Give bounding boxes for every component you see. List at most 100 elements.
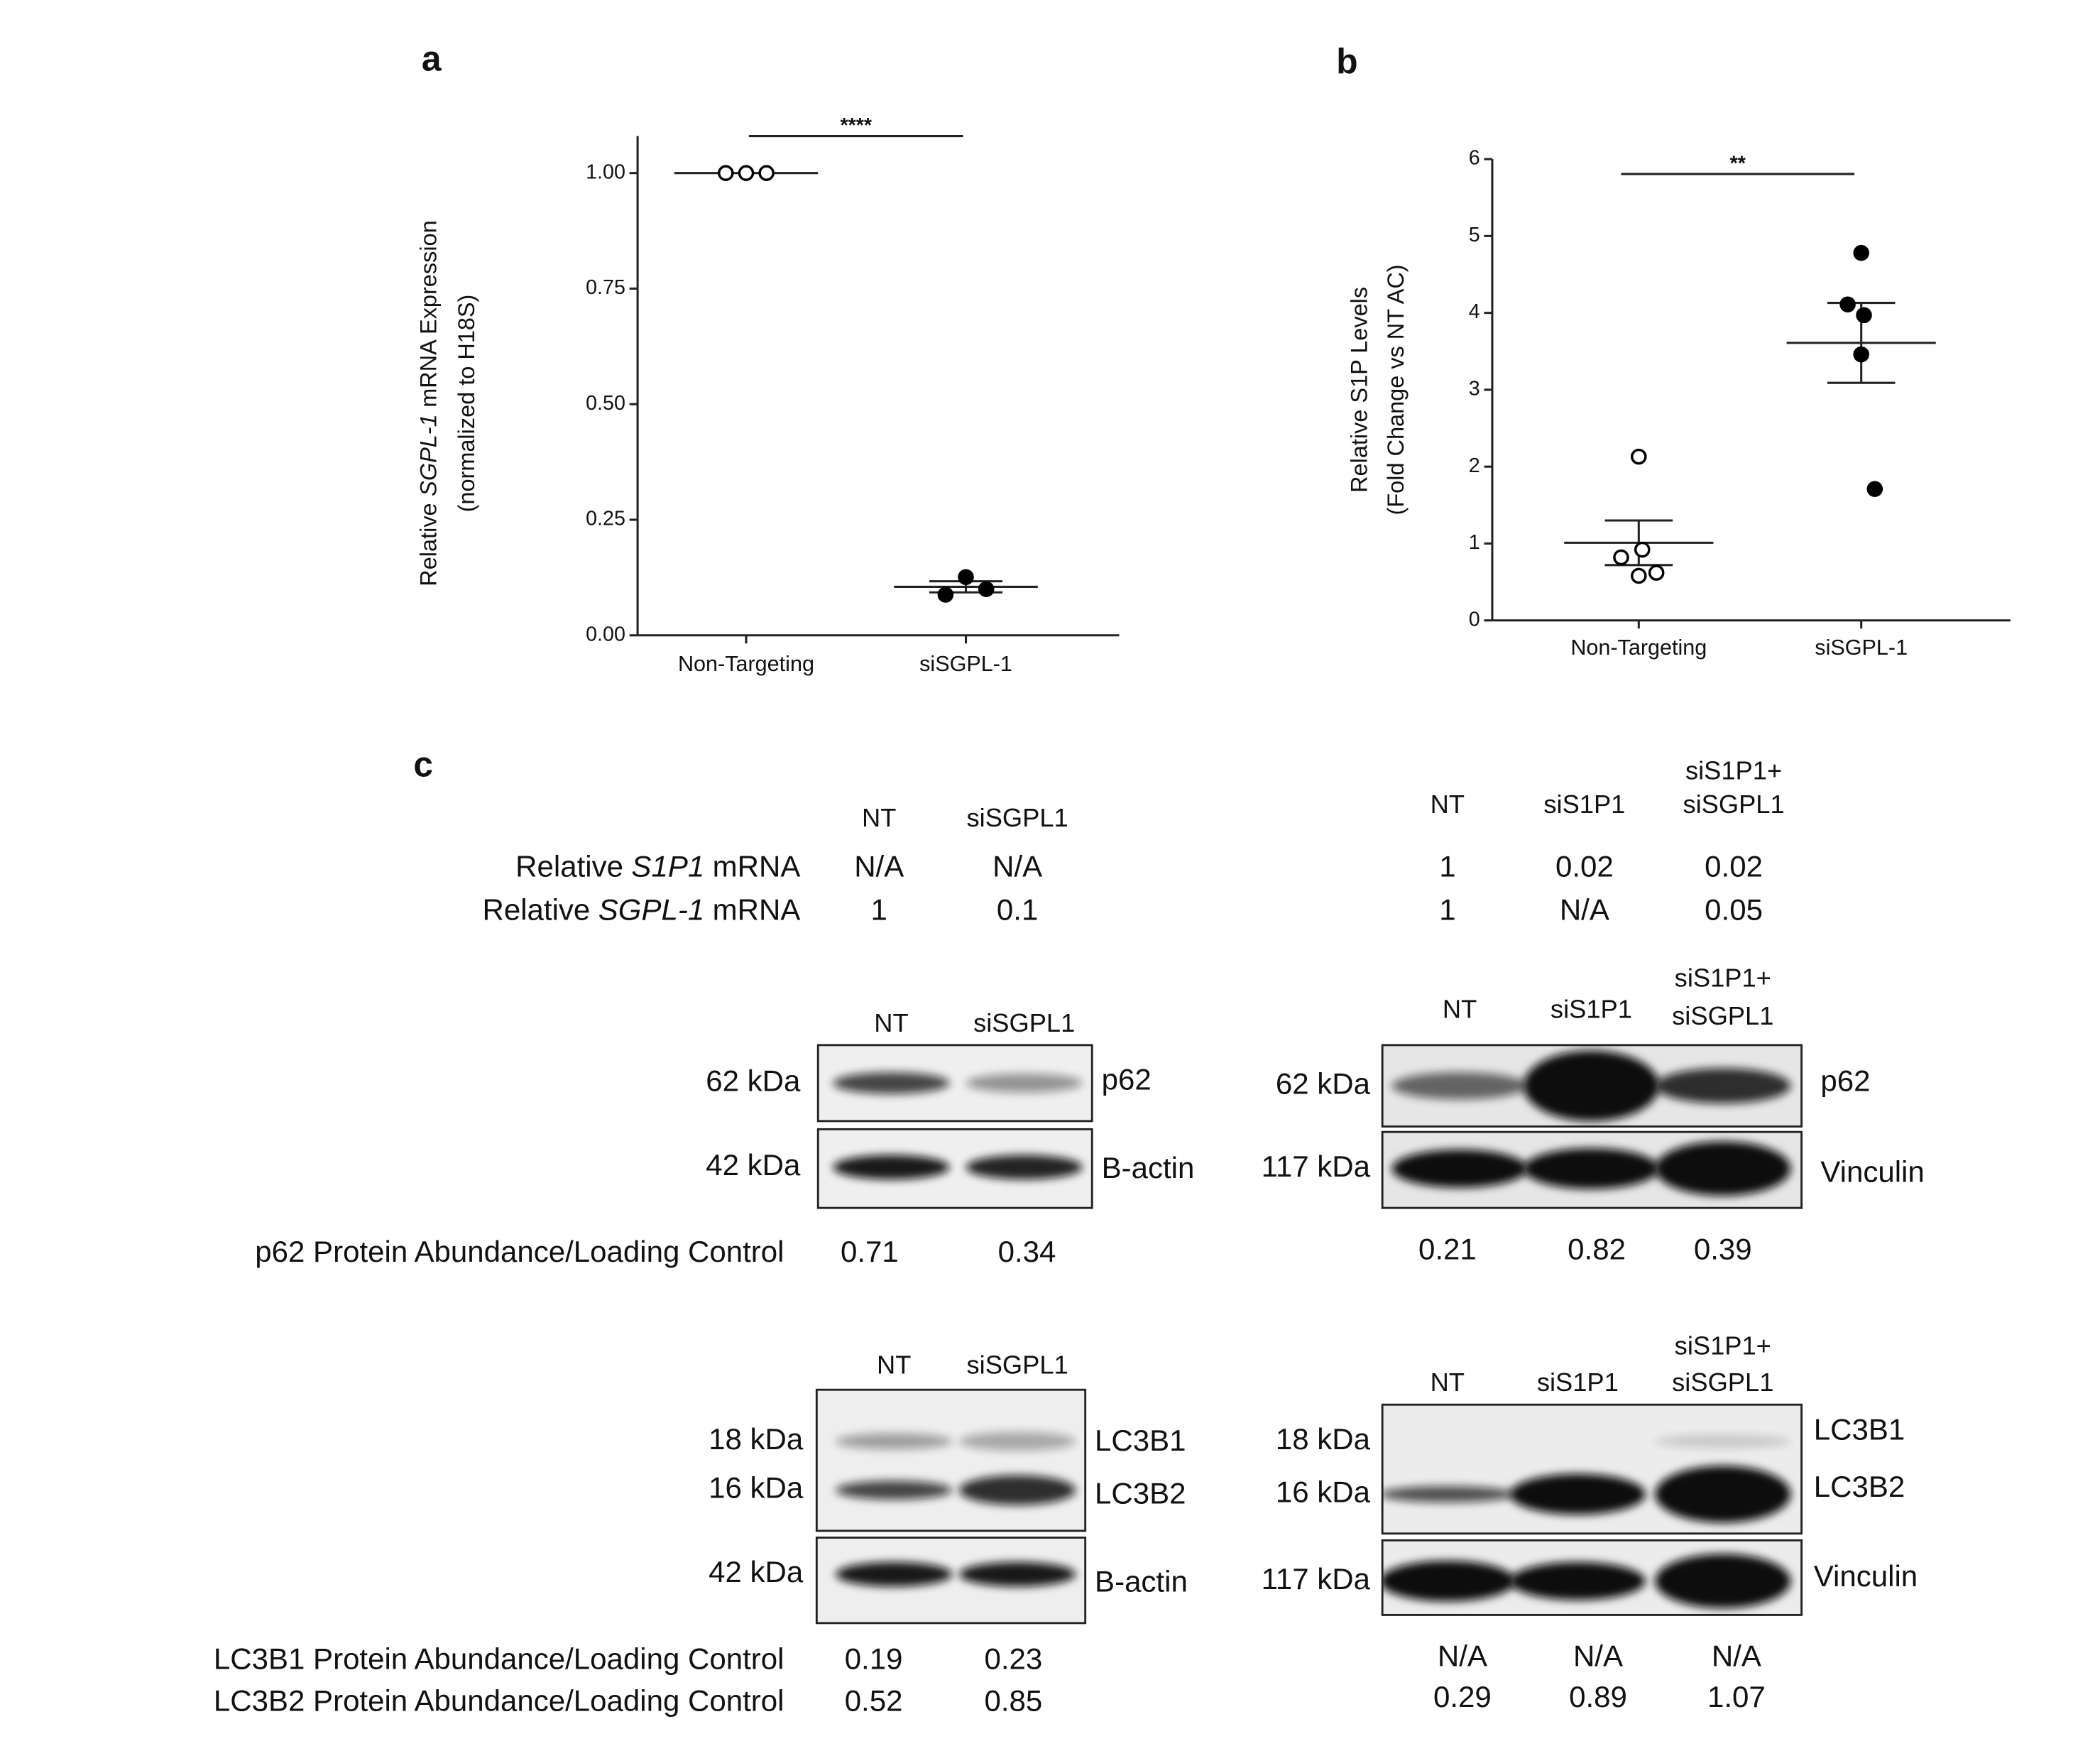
panel-label: b — [1336, 41, 1357, 81]
blot-image — [1382, 1434, 1791, 1523]
quant-value: 0.71 — [841, 1235, 899, 1268]
band — [1391, 1072, 1528, 1100]
band — [1655, 1554, 1791, 1608]
band — [966, 1073, 1083, 1093]
quant-value: N/A — [1712, 1640, 1761, 1673]
text-part: Relative S1P Levels — [1346, 287, 1372, 493]
band — [836, 1561, 953, 1587]
row-label: Relative SGPL-1 mRNA — [482, 893, 800, 927]
y-axis-label: Relative SGPL-1 mRNA Expression — [415, 220, 441, 586]
quant-label: LC3B1 Protein Abundance/Loading Control — [214, 1642, 784, 1675]
band — [833, 1155, 950, 1180]
marker-label: 62 kDa — [1276, 1067, 1371, 1100]
quant-value: 0.89 — [1569, 1680, 1627, 1713]
band — [1655, 1141, 1791, 1196]
band — [958, 1431, 1076, 1451]
y-tick-label: 0.75 — [586, 276, 625, 299]
table-value: 0.02 — [1555, 850, 1614, 883]
band — [836, 1480, 953, 1500]
column-header: NT — [877, 1350, 911, 1379]
quant-value: 0.19 — [845, 1642, 903, 1675]
table-value: 0.05 — [1705, 893, 1763, 927]
blot-frame — [1381, 1403, 1803, 1535]
marker-label: 42 kDa — [709, 1555, 804, 1588]
table-value: 1 — [871, 893, 887, 927]
row-label: Relative S1P1 mRNA — [515, 850, 800, 883]
y-tick-label: 4 — [1469, 300, 1480, 323]
y-tick-label: 2 — [1469, 454, 1480, 477]
y-tick-label: 3 — [1469, 377, 1480, 400]
band — [1655, 1466, 1791, 1523]
table-value: 0.02 — [1705, 850, 1763, 883]
blot-frame — [1381, 1539, 1803, 1616]
column-header: NT — [1443, 995, 1477, 1024]
band — [1382, 1485, 1516, 1502]
blot-frame — [1381, 1130, 1803, 1209]
protein-label: B-actin — [1095, 1565, 1188, 1598]
data-point — [937, 587, 954, 603]
data-point — [1866, 481, 1883, 497]
y-tick-label: 0 — [1469, 608, 1480, 631]
quant-value: 0.23 — [985, 1642, 1043, 1675]
column-header: siSGPL1 — [967, 1350, 1068, 1379]
protein-label: p62 — [1820, 1064, 1870, 1097]
marker-label: 18 kDa — [1276, 1422, 1371, 1456]
text-part: mRNA Expression — [415, 220, 441, 407]
quant-label: LC3B2 Protein Abundance/Loading Control — [214, 1684, 784, 1718]
x-tick-label: siSGPL-1 — [1815, 636, 1908, 660]
table-value: N/A — [1560, 893, 1609, 927]
data-point — [958, 569, 974, 586]
band — [1523, 1050, 1659, 1121]
x-tick-label: siSGPL-1 — [919, 652, 1012, 676]
band — [966, 1155, 1083, 1180]
blot-image — [833, 1155, 1083, 1180]
blot-background — [816, 1390, 1085, 1531]
text-part: mRNA — [713, 850, 801, 883]
blot-frame — [815, 1388, 1087, 1532]
x-tick-label: Non-Targeting — [1570, 636, 1707, 660]
band — [958, 1561, 1076, 1587]
marker-label: 16 kDa — [709, 1471, 804, 1505]
quant-value: 0.82 — [1568, 1232, 1626, 1265]
data-point — [1839, 296, 1856, 312]
protein-label: Vinculin — [1820, 1155, 1924, 1188]
data-point — [1631, 448, 1647, 465]
table-value: 1 — [1439, 850, 1455, 883]
column-header: NT — [1431, 790, 1465, 819]
quant-value: N/A — [1438, 1640, 1487, 1673]
table-value: N/A — [854, 850, 904, 883]
text-part: Relative — [515, 850, 623, 883]
quant-value: 0.85 — [985, 1684, 1043, 1718]
y-tick-label: 0.50 — [586, 392, 625, 415]
blot-image — [836, 1561, 1076, 1587]
column-header: NT — [862, 803, 896, 832]
panel-label: c — [413, 744, 433, 784]
blot-image — [1391, 1141, 1791, 1196]
y-tick-label: 5 — [1469, 224, 1480, 246]
quant-value: 0.52 — [845, 1684, 903, 1718]
protein-label: LC3B1 — [1095, 1424, 1186, 1457]
table-value: N/A — [992, 850, 1042, 883]
band — [1382, 1560, 1516, 1602]
column-header: siS1P1+ — [1675, 964, 1771, 993]
quant-label: p62 Protein Abundance/Loading Control — [255, 1235, 784, 1268]
marker-label: 117 kDa — [1262, 1150, 1371, 1183]
quant-value: 0.29 — [1433, 1680, 1492, 1713]
data-point — [1853, 244, 1869, 261]
band — [958, 1475, 1076, 1505]
band — [1655, 1068, 1791, 1104]
marker-label: 62 kDa — [706, 1064, 801, 1097]
column-header: siSGPL1 — [973, 1008, 1075, 1037]
y-axis-label: (Fold Change vs NT AC) — [1383, 264, 1409, 515]
band — [836, 1433, 953, 1450]
marker-label: 117 kDa — [1262, 1562, 1371, 1595]
band — [1523, 1148, 1659, 1189]
blot-image — [1382, 1554, 1791, 1608]
protein-label: LC3B1 — [1814, 1413, 1905, 1446]
y-tick-label: 1 — [1469, 531, 1480, 554]
data-point — [718, 165, 734, 181]
quant-value: 0.34 — [998, 1235, 1056, 1268]
panel-label: a — [422, 39, 442, 79]
quant-value: 1.07 — [1707, 1680, 1766, 1713]
